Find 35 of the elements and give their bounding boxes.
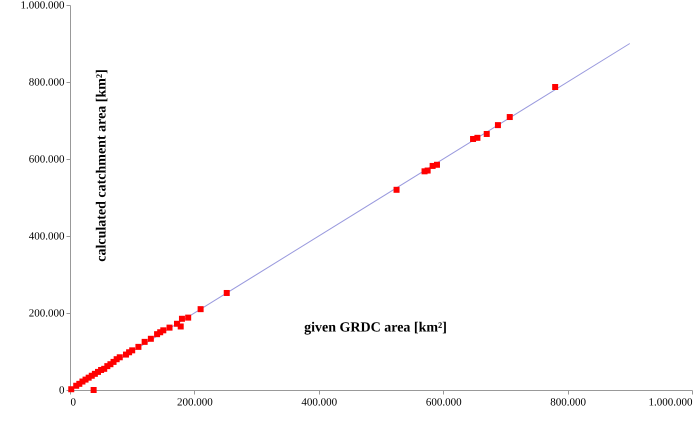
point	[135, 344, 142, 350]
y-tick-label: 800.000	[28, 76, 65, 88]
x-tick-label: 800.000	[550, 396, 586, 408]
y-tick-label: 0	[59, 384, 65, 396]
point	[73, 382, 80, 389]
point	[148, 336, 154, 342]
point	[394, 186, 400, 193]
point	[122, 352, 129, 358]
x-tick-label: 400.000	[301, 396, 338, 408]
point	[430, 162, 436, 169]
x-tick-label: 200.000	[177, 396, 214, 408]
x-tick-label: 600.000	[426, 396, 462, 408]
y-tick-label: 400.000	[28, 230, 65, 242]
x-axis-title: given GRDC area [km²]	[304, 320, 447, 336]
point	[484, 130, 490, 137]
x-tick-label: 1.000.000	[648, 396, 693, 408]
point	[142, 338, 148, 345]
x-tick-label: 0	[70, 396, 76, 408]
point	[506, 114, 513, 120]
point	[470, 136, 476, 142]
point	[166, 324, 173, 331]
point	[198, 306, 204, 312]
y-tick-label: 600.000	[28, 154, 65, 166]
point	[174, 320, 180, 327]
point	[552, 84, 558, 90]
point	[90, 387, 97, 393]
y-tick-label: 200.000	[28, 308, 65, 320]
point	[494, 122, 501, 128]
point	[178, 316, 185, 322]
y-tick-label: 1.000.000	[20, 0, 65, 12]
y-axis-title: calculated catchment area [km²]	[94, 69, 110, 262]
point	[185, 314, 192, 321]
point	[224, 290, 230, 296]
point	[422, 168, 428, 174]
point	[154, 331, 160, 338]
